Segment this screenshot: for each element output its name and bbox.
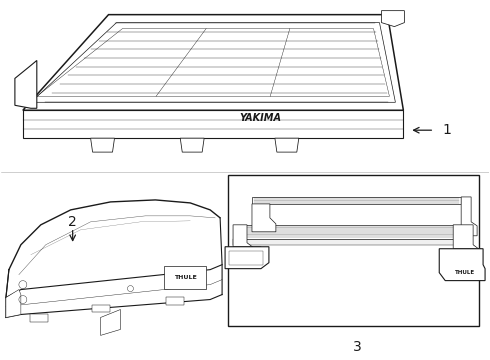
Text: 1: 1: [443, 123, 452, 137]
Polygon shape: [453, 225, 481, 251]
Polygon shape: [233, 225, 461, 239]
Polygon shape: [180, 138, 204, 152]
Polygon shape: [100, 310, 121, 336]
Text: 3: 3: [353, 340, 362, 354]
Polygon shape: [233, 225, 261, 257]
Text: THULE: THULE: [455, 270, 475, 275]
Polygon shape: [382, 11, 404, 27]
Text: THULE: THULE: [174, 275, 196, 280]
Polygon shape: [6, 289, 21, 318]
Polygon shape: [439, 249, 485, 280]
Bar: [166, 297, 184, 305]
Text: 2: 2: [68, 215, 77, 229]
Polygon shape: [233, 239, 461, 245]
Bar: [92, 305, 110, 312]
Polygon shape: [252, 204, 276, 232]
Polygon shape: [23, 15, 403, 110]
Polygon shape: [15, 60, 37, 108]
Polygon shape: [91, 138, 115, 152]
Polygon shape: [275, 138, 299, 152]
Bar: [228, 175, 479, 327]
Polygon shape: [6, 200, 222, 315]
Polygon shape: [461, 197, 477, 236]
Bar: [30, 315, 48, 323]
Polygon shape: [225, 247, 269, 269]
Polygon shape: [252, 197, 461, 204]
Text: YAKIMA: YAKIMA: [239, 113, 281, 123]
Polygon shape: [23, 110, 403, 138]
